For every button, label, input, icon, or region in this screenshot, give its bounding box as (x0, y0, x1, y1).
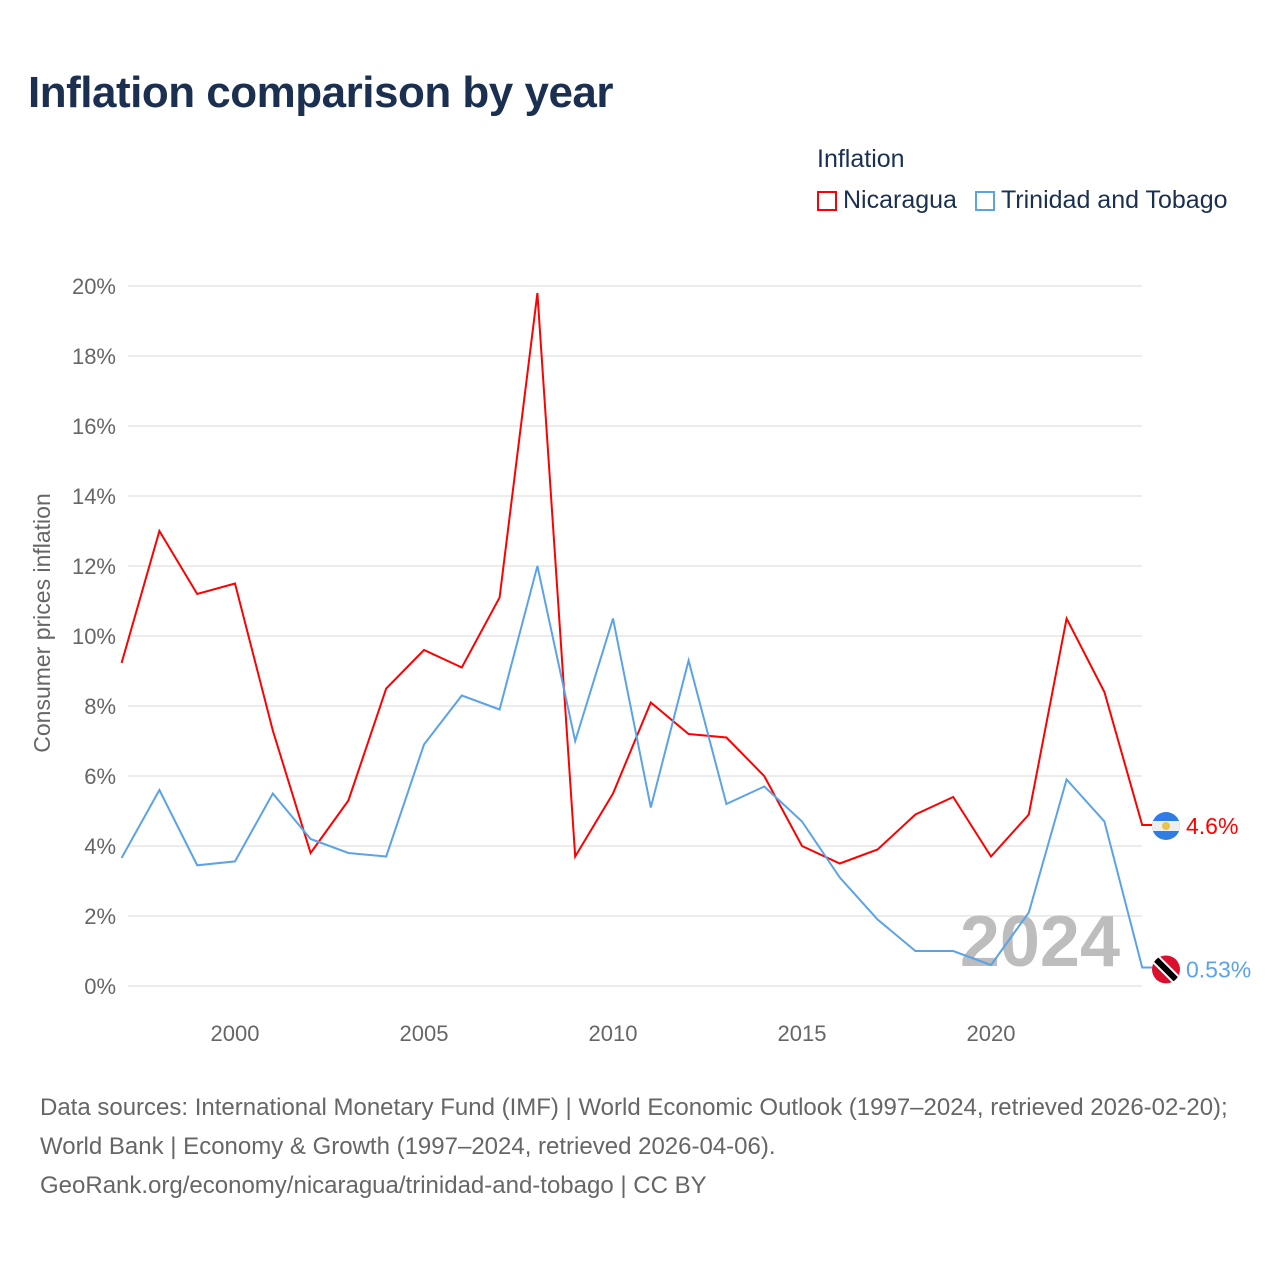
end-value-label: 4.6% (1186, 813, 1238, 839)
end-value-label: 0.53% (1186, 956, 1251, 982)
nicaragua-flag-icon (1152, 812, 1180, 840)
y-tick-label: 4% (84, 834, 116, 859)
chart: 0% 2% 4% 6% 8% 10% 12% 14% 16% 18% 20% 2000 2005 2010… (29, 274, 1251, 1046)
page-title: Inflation comparison by year (28, 68, 614, 117)
y-tick-label: 10% (72, 624, 116, 649)
y-tick-label: 6% (84, 764, 116, 789)
y-tick-label: 12% (72, 554, 116, 579)
legend-title: Inflation (817, 145, 905, 173)
y-tick-label: 2% (84, 904, 116, 929)
y-tick-label: 8% (84, 694, 116, 719)
x-tick-label: 2020 (967, 1021, 1016, 1046)
series-line-0 (120, 292, 1153, 865)
sources-text: Data sources: International Monetary Fun… (40, 1094, 1228, 1160)
y-tick-label: 20% (72, 274, 116, 299)
x-tick-label: 2005 (400, 1021, 449, 1046)
trinidad-flag-icon (1152, 955, 1180, 984)
legend-swatch (974, 190, 995, 211)
y-tick-label: 16% (72, 414, 116, 439)
x-tick-label: 2000 (211, 1021, 260, 1046)
data-sources: Data sources: International Monetary Fun… (40, 1088, 1250, 1205)
x-tick-label: 2010 (589, 1021, 638, 1046)
y-tick-label: 0% (84, 974, 116, 999)
x-tick-label: 2015 (778, 1021, 827, 1046)
y-tick-label: 14% (72, 484, 116, 509)
legend-item-trinidad[interactable]: Trinidad and Tobago (974, 186, 1228, 215)
year-watermark: 2024 (960, 902, 1120, 982)
sources-link[interactable]: GeoRank.org/economy/nicaragua/trinidad-a… (40, 1172, 707, 1199)
legend-item-nicaragua[interactable]: Nicaragua (817, 186, 957, 215)
y-axis-label: Consumer prices inflation (29, 493, 55, 753)
legend-label: Trinidad and Tobago (1000, 186, 1228, 214)
y-tick-label: 18% (72, 344, 116, 369)
legend-swatch (817, 190, 837, 211)
legend-label: Nicaragua (843, 186, 957, 214)
legend: Nicaragua Trinidad and Tobago (817, 186, 1228, 215)
